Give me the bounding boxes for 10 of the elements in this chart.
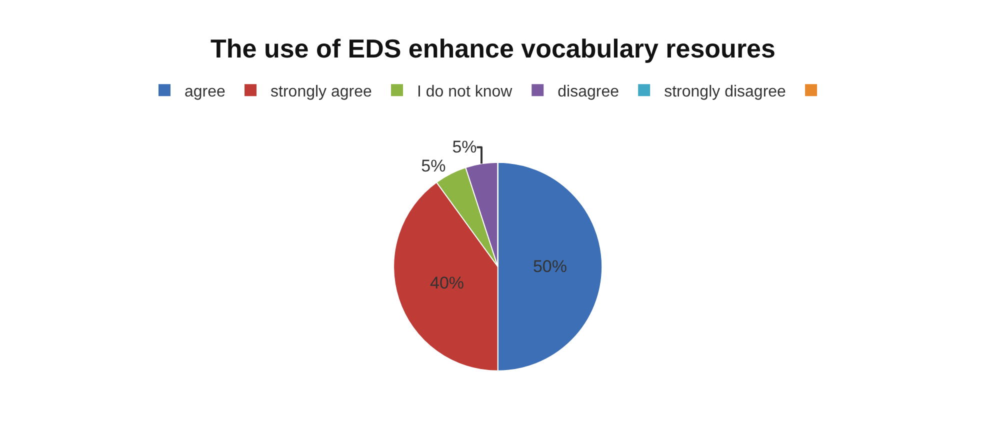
legend-label: disagree: [558, 83, 620, 100]
legend-label: strongly agree: [270, 83, 372, 100]
data-label: 5%: [452, 138, 477, 157]
legend-label: I do not know: [417, 83, 513, 100]
data-label: 5%: [421, 156, 446, 176]
data-label: 50%: [532, 257, 567, 276]
legend-label: strongly disagree: [664, 83, 786, 100]
legend-label: agree: [184, 83, 226, 100]
chart-title: The use of EDS enhance vocabulary resoures: [210, 34, 776, 64]
data-label: 40%: [430, 274, 464, 293]
